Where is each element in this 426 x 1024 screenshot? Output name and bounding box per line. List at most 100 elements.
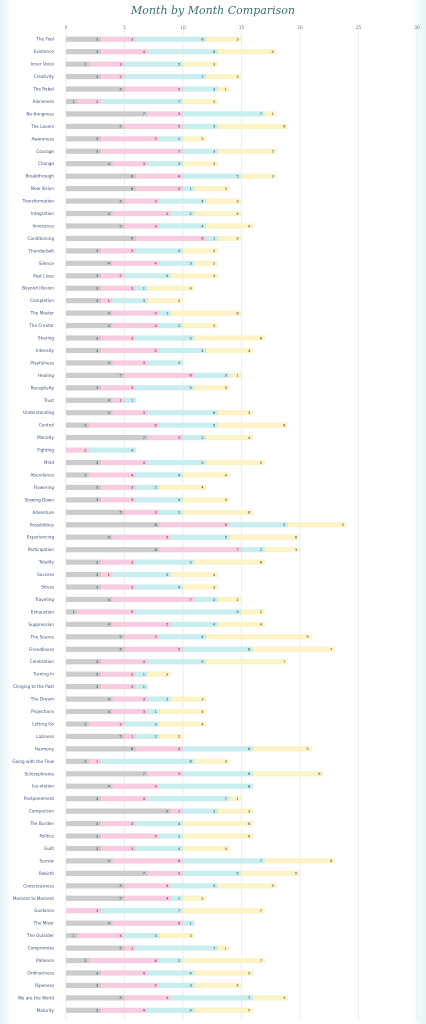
data-label: 5 [119, 735, 121, 739]
bar-segment [66, 659, 102, 665]
data-label: 4 [108, 411, 111, 415]
data-label: 3 [213, 150, 215, 154]
category-label: Playfulness [30, 360, 54, 365]
data-label: 1 [143, 685, 145, 689]
data-label: 5 [119, 884, 121, 888]
bar-segment [136, 733, 160, 740]
bar-segment [147, 696, 172, 702]
bar-segment [218, 596, 242, 603]
data-label: 3 [96, 585, 98, 589]
category-label: The Lovers [30, 124, 54, 129]
data-label: 4 [108, 212, 111, 216]
bar-segment [147, 771, 183, 777]
bar-segment [136, 497, 183, 503]
bar-segment [66, 933, 78, 939]
bar-segment [218, 235, 242, 242]
data-label: 3 [96, 336, 98, 340]
bar-segment [171, 895, 183, 901]
category-label: We are the World [18, 995, 54, 1000]
data-label: 3 [131, 336, 133, 340]
data-label: 3 [225, 760, 227, 764]
data-label: 6 [213, 411, 216, 415]
category-label: Control [39, 423, 54, 428]
bar-segment [194, 559, 265, 565]
data-label: 3 [213, 324, 215, 328]
bar-segment [66, 733, 125, 740]
bar-segment [218, 123, 289, 129]
bar-segment [194, 372, 230, 378]
bar-segment [136, 584, 183, 590]
data-label: 2 [201, 436, 203, 440]
bar-segment [229, 796, 242, 802]
bar-segment [101, 970, 148, 976]
data-label: 4 [201, 199, 204, 203]
category-label: Exhaustion [31, 609, 55, 614]
data-label: 5 [154, 834, 156, 838]
data-label: 4 [108, 162, 111, 166]
bar-segment [194, 186, 230, 192]
bar-segment [112, 596, 195, 603]
data-label: 7 [143, 112, 145, 116]
data-label: 5 [119, 996, 121, 1000]
bar-segment [241, 609, 265, 615]
bar-segment [66, 248, 102, 254]
data-label: 4 [143, 971, 146, 975]
data-label: 8 [248, 785, 251, 789]
data-label: 4 [131, 448, 134, 452]
category-label: Silence [39, 261, 55, 266]
bar-segment [101, 982, 160, 989]
data-label: 3 [96, 822, 98, 826]
bar-segment [66, 796, 102, 802]
bar-segment [159, 347, 207, 354]
category-label: Adventure [32, 510, 54, 515]
data-label: 5 [178, 87, 180, 91]
data-label: 4 [178, 473, 181, 477]
bar-segment [112, 708, 148, 715]
data-label: 1 [108, 573, 110, 577]
x-tick-label: 30 [414, 25, 420, 31]
data-label: 5 [236, 872, 238, 876]
data-label: 3 [283, 996, 285, 1000]
data-label: 3 [131, 287, 133, 291]
bar-segment [66, 472, 90, 478]
bar-segment [101, 497, 137, 503]
data-label: 5 [342, 523, 344, 527]
bar-segment [147, 659, 207, 665]
bar-segment [101, 273, 125, 279]
data-label: 3 [96, 75, 98, 79]
data-label: 2 [178, 324, 180, 328]
bar-segment [159, 223, 207, 229]
bar-segment [66, 86, 125, 92]
data-label: 4 [213, 274, 216, 278]
bar-segment [218, 883, 277, 889]
bar-segment [183, 248, 219, 254]
bar-segment [66, 1007, 102, 1013]
bar-segment [124, 995, 172, 1001]
bar-segment [183, 322, 219, 329]
data-label: 1 [213, 237, 215, 241]
bar-segment [183, 957, 265, 964]
data-label: 2 [236, 598, 238, 602]
data-label: 2 [178, 959, 180, 963]
bar-segment [183, 908, 265, 914]
bar-segment [66, 136, 102, 142]
bar-segment [66, 721, 90, 727]
bar-segment [124, 945, 137, 951]
bar-segment [159, 422, 219, 428]
category-label: Abundance [30, 472, 54, 477]
data-label: 1 [236, 374, 238, 378]
bar-segment [66, 808, 172, 814]
category-label: The Miser [33, 921, 55, 926]
bar-segment [101, 659, 148, 665]
bar-segment [112, 397, 125, 403]
bar-segment [66, 198, 125, 204]
bar-segment [218, 422, 289, 428]
bar-segment [66, 621, 113, 627]
data-label: 1 [190, 187, 192, 191]
data-label: 5 [119, 125, 121, 129]
category-label: Transformation [22, 199, 55, 204]
bar-segment [171, 534, 230, 540]
bar-segment [136, 285, 148, 291]
bar-segment [159, 957, 183, 964]
